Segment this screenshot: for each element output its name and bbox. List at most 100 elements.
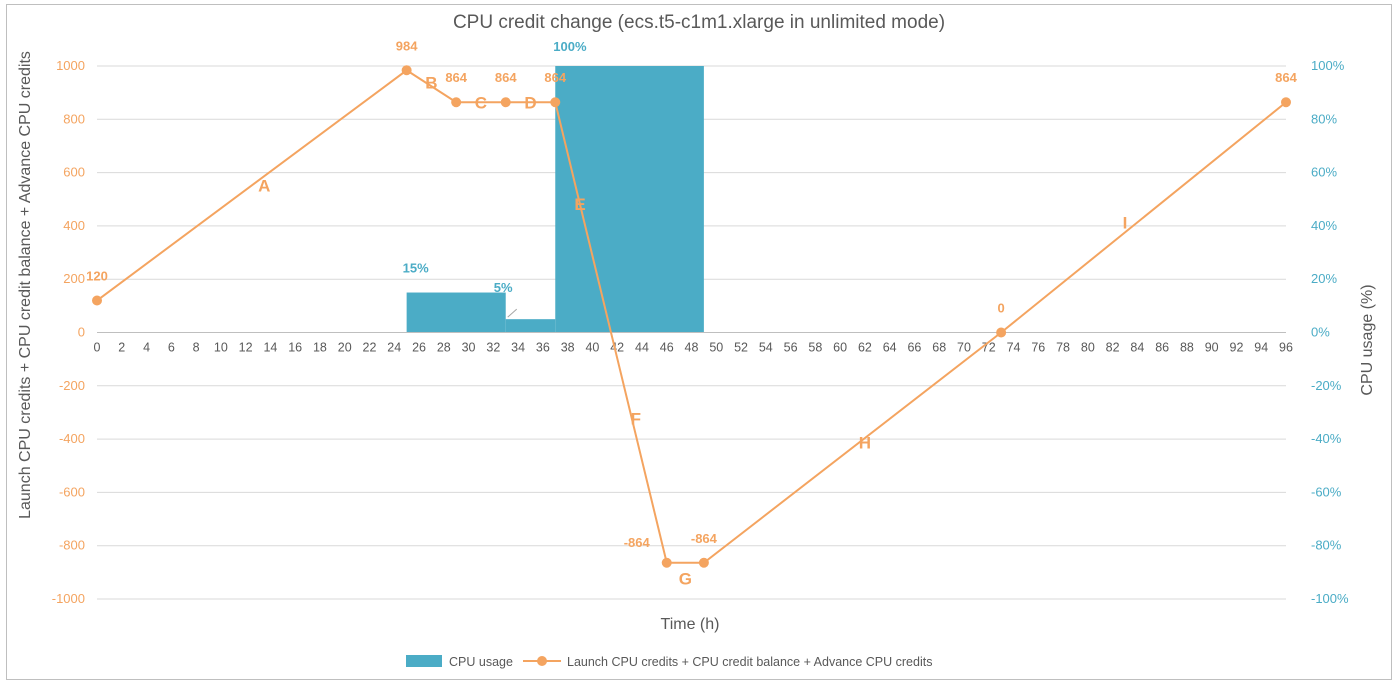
credit-point	[401, 65, 412, 76]
x-tick-label: 62	[858, 341, 872, 355]
x-tick-label: 92	[1230, 341, 1244, 355]
point-data-label: 864	[445, 70, 467, 85]
axes: -1000-800-600-400-20002004006008001000-1…	[52, 58, 1349, 606]
point-data-label: 0	[998, 301, 1005, 316]
x-tick-label: 6	[168, 341, 175, 355]
x-tick-label: 60	[833, 341, 847, 355]
y2-tick-label: -40%	[1311, 431, 1342, 446]
segment-label: B	[425, 74, 437, 93]
x-tick-label: 74	[1007, 341, 1021, 355]
x-tick-label: 0	[94, 341, 101, 355]
legend-bar-swatch	[406, 655, 442, 667]
x-tick-label: 70	[957, 341, 971, 355]
x-tick-label: 76	[1031, 341, 1045, 355]
y2-axis-title: CPU usage (%)	[1359, 284, 1376, 395]
segment-label: C	[475, 94, 487, 113]
point-data-label: -864	[624, 535, 651, 550]
x-tick-label: 54	[759, 341, 773, 355]
x-tick-label: 24	[387, 341, 401, 355]
x-tick-label: 18	[313, 341, 327, 355]
cpu-usage-bar	[406, 292, 506, 333]
point-data-label: 120	[86, 269, 108, 284]
x-tick-label: 22	[363, 341, 377, 355]
x-tick-label: 38	[561, 341, 575, 355]
legend: CPU usage Launch CPU credits + CPU credit…	[406, 655, 932, 669]
x-tick-label: 52	[734, 341, 748, 355]
x-tick-label: 84	[1130, 341, 1144, 355]
segment-label: G	[679, 569, 692, 588]
y2-tick-label: 80%	[1311, 111, 1337, 126]
point-data-label: 864	[1275, 70, 1297, 85]
segment-label: I	[1123, 214, 1128, 233]
credit-point	[996, 327, 1007, 338]
x-tick-label: 78	[1056, 341, 1070, 355]
x-tick-label: 56	[784, 341, 798, 355]
credit-point	[661, 557, 672, 568]
y-tick-label: 800	[63, 111, 85, 126]
bar-data-label: 15%	[403, 261, 429, 276]
x-tick-label: 20	[338, 341, 352, 355]
x-tick-label: 50	[709, 341, 723, 355]
x-tick-label: 36	[536, 341, 550, 355]
chart-frame	[6, 4, 1392, 680]
bar-data-label: 100%	[553, 39, 587, 54]
x-tick-label: 30	[462, 341, 476, 355]
credit-point	[92, 295, 102, 306]
x-tick-label: 26	[412, 341, 426, 355]
cpu-usage-bars	[406, 66, 704, 333]
x-tick-label: 10	[214, 341, 228, 355]
point-data-label: -864	[691, 531, 718, 546]
credit-point	[1281, 97, 1291, 108]
cpu-usage-bar	[555, 66, 704, 333]
y2-tick-label: -60%	[1311, 484, 1342, 499]
cpu-usage-bar	[505, 319, 556, 333]
credit-line	[92, 65, 1291, 568]
y2-tick-label: 40%	[1311, 218, 1337, 233]
legend-bar-label: CPU usage	[449, 655, 513, 669]
x-tick-label: 86	[1155, 341, 1169, 355]
x-tick-label: 32	[486, 341, 500, 355]
x-tick-label: 16	[288, 341, 302, 355]
y2-tick-label: 20%	[1311, 271, 1337, 286]
credit-point	[451, 97, 462, 108]
x-tick-label: 90	[1205, 341, 1219, 355]
point-data-label: 864	[495, 70, 517, 85]
y2-tick-label: -20%	[1311, 378, 1342, 393]
x-tick-label: 82	[1106, 341, 1120, 355]
x-tick-label: 68	[932, 341, 946, 355]
legend-line-label: Launch CPU credits + CPU credit balance …	[567, 655, 932, 669]
y-tick-label: 1000	[56, 58, 85, 73]
y-tick-label: -600	[59, 484, 85, 499]
x-tick-label: 14	[263, 341, 277, 355]
legend-line-marker	[537, 656, 547, 666]
y2-tick-label: -100%	[1311, 591, 1349, 606]
x-tick-label: 58	[808, 341, 822, 355]
x-tick-label: 96	[1279, 341, 1293, 355]
y-tick-label: -200	[59, 378, 85, 393]
x-tick-label: 8	[193, 341, 200, 355]
bar-data-label: 5%	[494, 280, 513, 295]
x-tick-label: 48	[685, 341, 699, 355]
x-tick-label: 44	[635, 341, 649, 355]
point-data-label: 984	[396, 38, 418, 53]
point-data-label: 864	[544, 70, 566, 85]
x-tick-label: 2	[118, 341, 125, 355]
x-tick-label: 64	[883, 341, 897, 355]
credit-point	[500, 97, 511, 108]
credit-point	[550, 97, 561, 108]
x-tick-label: 46	[660, 341, 674, 355]
y2-tick-label: 60%	[1311, 165, 1337, 180]
segment-label: E	[574, 195, 585, 214]
y-tick-label: 600	[63, 165, 85, 180]
y-tick-label: 0	[78, 325, 85, 340]
segment-label: F	[631, 409, 641, 428]
x-tick-label: 94	[1254, 341, 1268, 355]
y-tick-label: -400	[59, 431, 85, 446]
x-tick-label: 40	[585, 341, 599, 355]
bar-label-leader	[507, 308, 518, 318]
x-tick-label: 28	[437, 341, 451, 355]
x-tick-label: 12	[239, 341, 253, 355]
y-tick-label: 200	[63, 271, 85, 286]
